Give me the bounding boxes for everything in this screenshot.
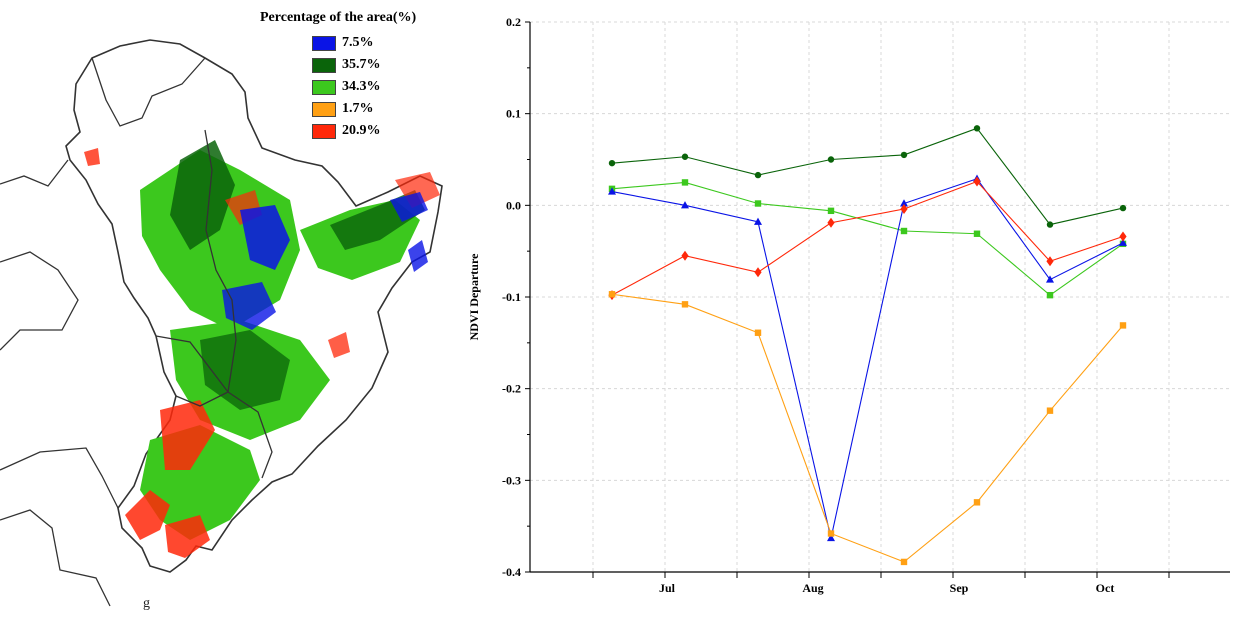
data-point [900,558,908,566]
legend-swatch [312,101,336,117]
map-legend: Percentage of the area(%) 7.5% 35.7% 34.… [258,10,416,142]
legend-label: 35.7% [342,57,381,72]
legend-swatch [312,35,336,51]
legend-label: 34.3% [342,79,381,94]
vegetation-patches [84,140,440,558]
ndvi-chart: 0.2 0.1 0.0 -0.1 -0.2 -0.3 -0.4 Jul Aug Sep Oct NDV… [460,0,1250,618]
x-tick-label: Sep [950,581,969,595]
data-point [973,230,981,237]
data-point [1119,322,1127,329]
legend-item: 20.9% [312,120,416,142]
y-tick-label: -0.3 [502,473,521,487]
data-point [900,199,908,207]
data-point [900,151,908,159]
data-point [973,499,981,506]
data-point [827,156,835,163]
legend-swatch [312,57,336,73]
series-line [611,180,1124,296]
data-point [754,329,762,336]
y-tick-label: -0.2 [502,382,521,396]
region-map: g Percentage of the area(%) 7.5% 35.7% 3… [0,0,460,618]
series-line [611,181,1124,296]
data-point [827,217,835,228]
legend-swatch [312,79,336,95]
region-map-image: g [0,39,443,611]
y-tick-label: -0.1 [502,290,521,304]
province-boundaries [91,57,273,479]
data-point [827,533,835,542]
x-tick-label: Oct [1096,581,1115,595]
data-point [754,171,762,179]
data-point [608,291,616,298]
data-point [608,159,616,167]
map-scale-glyph: g [143,596,150,611]
series-line [611,127,1124,226]
series-line [611,293,1124,563]
legend-item: 34.3% [312,76,416,98]
data-point [754,200,762,207]
data-point [1046,407,1054,414]
data-point [827,530,835,537]
legend-title: Percentage of the area(%) [260,10,417,25]
data-point [1046,275,1054,283]
legend-item: 1.7% [312,98,416,120]
legend-label: 7.5% [342,35,374,50]
data-point [681,250,689,261]
x-tick-label: Jul [659,581,676,595]
legend-label: 20.9% [342,123,381,138]
data-point [681,201,689,209]
y-tick-label: -0.4 [502,565,521,579]
series-line [611,178,1124,539]
data-point [900,227,908,235]
data-point [681,153,689,160]
data-point [754,267,762,278]
data-point [1119,204,1127,212]
data-point [608,187,616,195]
data-point [973,125,981,132]
data-point [827,207,835,215]
legend-item: 7.5% [312,32,416,54]
ndvi-chart-svg: 0.2 0.1 0.0 -0.1 -0.2 -0.3 -0.4 Jul Aug Sep Oct NDV… [467,15,1230,595]
data-point [681,179,689,186]
neighbour-boundaries [0,159,119,607]
data-point [754,217,762,225]
data-point [1119,238,1127,246]
legend-swatch [312,123,336,139]
y-tick-label: 0.0 [506,198,521,212]
y-axis-label: NDVI Departure [467,253,481,340]
legend-item: 35.7% [312,54,416,76]
data-point [1046,291,1054,299]
y-tick-label: 0.2 [506,15,521,29]
data-point [973,176,981,187]
legend-label: 1.7% [342,101,374,116]
data-point [1119,231,1127,242]
data-point [681,301,689,308]
data-point [900,204,908,214]
x-tick-label: Aug [802,581,823,595]
y-tick-label: 0.1 [506,107,521,121]
data-point [1046,221,1054,228]
